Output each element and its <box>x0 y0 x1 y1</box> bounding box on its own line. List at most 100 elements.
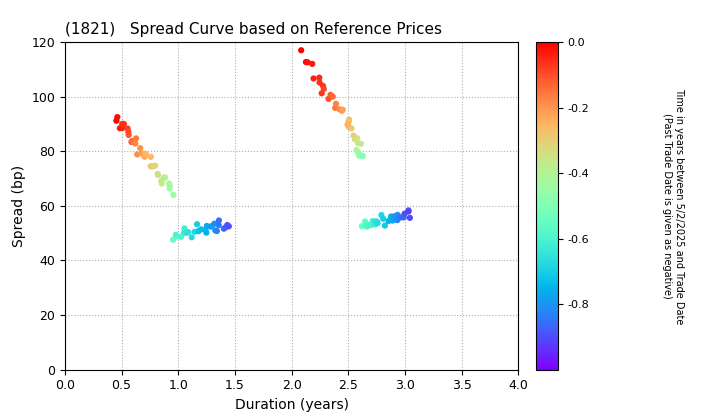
Point <box>372 220 384 226</box>
Point <box>193 228 204 234</box>
Point <box>201 229 212 236</box>
Point <box>192 221 203 228</box>
Point <box>147 163 158 169</box>
Point <box>352 140 364 147</box>
Point <box>327 93 338 100</box>
Point <box>313 74 325 81</box>
Point <box>223 223 235 230</box>
Point <box>145 153 157 160</box>
Point <box>201 223 212 229</box>
Point <box>150 162 161 169</box>
Point <box>126 139 138 145</box>
Point <box>183 229 194 236</box>
Point <box>156 178 167 184</box>
Point <box>369 221 381 228</box>
Point <box>330 100 342 107</box>
Point <box>399 210 410 217</box>
Point <box>199 226 211 233</box>
Point <box>377 215 389 222</box>
Point <box>318 86 330 92</box>
Y-axis label: Spread (bp): Spread (bp) <box>12 165 26 247</box>
Point <box>323 95 334 102</box>
Point <box>152 171 163 177</box>
Point <box>302 59 313 66</box>
Point <box>128 139 140 146</box>
Point <box>385 213 397 220</box>
Point <box>159 174 171 181</box>
Point <box>189 228 200 235</box>
Point <box>163 180 175 187</box>
X-axis label: Duration (years): Duration (years) <box>235 398 348 412</box>
Point <box>114 125 126 131</box>
Point <box>365 222 377 228</box>
Point <box>164 182 176 189</box>
Point <box>132 151 143 158</box>
Point <box>139 153 150 160</box>
Point <box>220 224 232 231</box>
Point <box>222 222 233 228</box>
Point <box>213 222 225 228</box>
Point <box>111 117 122 124</box>
Point <box>398 214 410 221</box>
Point <box>195 226 207 233</box>
Point <box>130 140 141 147</box>
Point <box>156 180 168 187</box>
Point <box>193 228 204 234</box>
Point <box>346 125 357 132</box>
Point <box>343 123 355 130</box>
Point <box>210 227 221 234</box>
Point <box>318 82 329 89</box>
Text: (1821)   Spread Curve based on Reference Prices: (1821) Spread Curve based on Reference P… <box>65 22 442 37</box>
Point <box>383 218 395 224</box>
Point <box>379 222 391 229</box>
Point <box>206 223 217 229</box>
Point <box>402 208 414 215</box>
Point <box>352 149 364 156</box>
Point <box>171 233 183 240</box>
Point <box>211 228 222 234</box>
Point <box>349 136 361 143</box>
Point <box>123 131 135 138</box>
Point <box>117 125 128 131</box>
Point <box>186 234 197 241</box>
Point <box>135 145 146 152</box>
Point <box>307 60 318 67</box>
Point <box>170 231 181 238</box>
Point <box>171 233 182 239</box>
Point <box>395 214 407 220</box>
Point <box>337 106 348 113</box>
Point <box>117 121 128 127</box>
Y-axis label: Time in years between 5/2/2025 and Trade Date
(Past Trade Date is given as negat: Time in years between 5/2/2025 and Trade… <box>662 88 683 324</box>
Point <box>209 220 220 227</box>
Point <box>367 218 379 224</box>
Point <box>371 218 382 225</box>
Point <box>355 140 366 147</box>
Point <box>181 229 192 236</box>
Point <box>394 214 405 220</box>
Point <box>387 217 398 224</box>
Point <box>392 217 403 223</box>
Point <box>218 226 230 232</box>
Point <box>130 135 142 142</box>
Point <box>330 105 341 111</box>
Point <box>385 216 397 223</box>
Point <box>204 223 216 230</box>
Point <box>316 90 328 97</box>
Point <box>167 236 179 243</box>
Point <box>213 217 225 224</box>
Point <box>126 138 138 144</box>
Point <box>112 114 123 121</box>
Point <box>325 92 336 98</box>
Point <box>164 185 176 192</box>
Point <box>180 229 192 236</box>
Point <box>336 108 348 114</box>
Point <box>118 121 130 127</box>
Point <box>355 152 366 158</box>
Point <box>389 213 400 220</box>
Point <box>388 215 400 222</box>
Point <box>178 229 189 236</box>
Point <box>295 47 307 54</box>
Point <box>357 153 369 160</box>
Point <box>348 132 359 139</box>
Point <box>404 215 415 221</box>
